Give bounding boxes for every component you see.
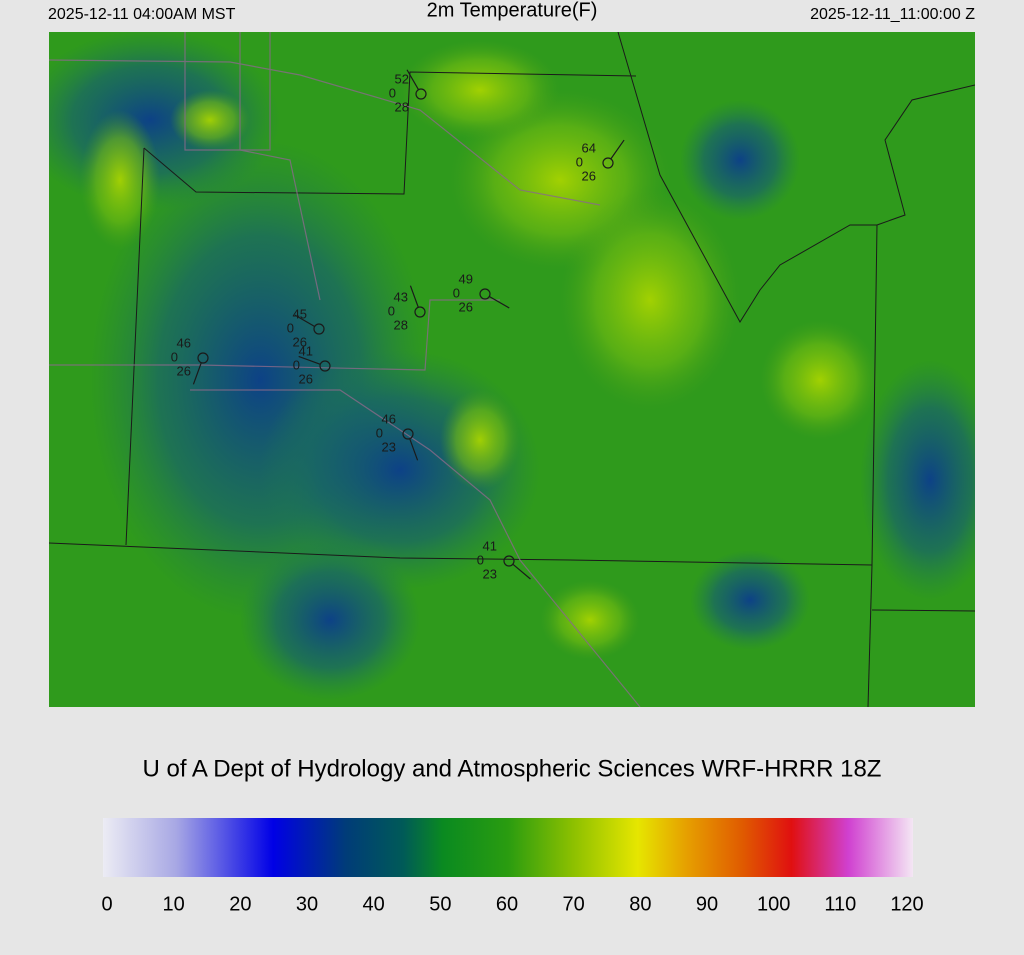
station-wind: 0 [477, 552, 484, 567]
station-wind: 0 [376, 425, 383, 440]
station-temperature: 46 [382, 411, 396, 426]
station-circle [415, 88, 427, 100]
station-circle [197, 352, 209, 364]
station-wind: 0 [576, 154, 583, 169]
station-circle [503, 555, 515, 567]
station-dewpoint: 28 [395, 99, 409, 114]
colorbar-tick-label: 120 [890, 893, 923, 915]
station-wind: 0 [388, 303, 395, 318]
station-circle [414, 306, 426, 318]
station-temperature: 46 [177, 335, 191, 350]
colorbar-tick-label: 40 [363, 893, 385, 915]
wind-barb [192, 362, 202, 385]
station-dewpoint: 26 [459, 299, 473, 314]
station-temperature: 52 [395, 71, 409, 86]
station-temperature: 45 [293, 306, 307, 321]
colorbar-tick-label: 60 [496, 893, 518, 915]
map-area [49, 32, 975, 707]
station-wind: 0 [453, 285, 460, 300]
colorbar [103, 818, 913, 877]
station-circle [402, 428, 414, 440]
wind-barb [512, 563, 531, 580]
station-temperature: 64 [582, 140, 596, 155]
colorbar-tick-label: 100 [757, 893, 790, 915]
wind-barb [298, 355, 321, 365]
wind-barb [294, 314, 315, 328]
station-temperature: 43 [394, 289, 408, 304]
colorbar-tick-label: 90 [696, 893, 718, 915]
station-dewpoint: 26 [582, 168, 596, 183]
wind-barb [610, 139, 625, 160]
station-temperature: 41 [483, 538, 497, 553]
wind-barb [409, 438, 419, 461]
station-circle [319, 360, 331, 372]
colorbar-tick-label: 50 [429, 893, 451, 915]
station-wind: 0 [287, 320, 294, 335]
station-dewpoint: 23 [382, 439, 396, 454]
station-circle [602, 157, 614, 169]
valid-local-time: 2025-12-11 04:00AM MST [48, 6, 236, 23]
station-circle [479, 288, 491, 300]
footer-credit: U of A Dept of Hydrology and Atmospheric… [143, 755, 882, 782]
station-dewpoint: 26 [299, 371, 313, 386]
station-temperature: 49 [459, 271, 473, 286]
colorbar-ticks: 0 10 20 30 40 50 60 70 80 90 100 110 120 [101, 893, 923, 915]
station-dewpoint: 28 [394, 317, 408, 332]
station-dewpoint: 23 [483, 566, 497, 581]
station-wind: 0 [293, 357, 300, 372]
station-wind: 0 [389, 85, 396, 100]
wind-barb [489, 295, 510, 309]
map-title: 2m Temperature(F) [427, 0, 598, 21]
colorbar-tick-label: 80 [629, 893, 651, 915]
colorbar-tick-label: 20 [229, 893, 251, 915]
valid-utc-time: 2025-12-11_11:00:00 Z [810, 6, 975, 23]
wind-barb [406, 69, 420, 90]
colorbar-tick-label: 30 [296, 893, 318, 915]
station-plots: 5202864026490264302845026410264602646023… [171, 69, 625, 581]
wind-barb [409, 285, 419, 308]
station-dewpoint: 26 [177, 363, 191, 378]
station-temperature: 41 [299, 343, 313, 358]
colorbar-tick-label: 0 [101, 893, 112, 915]
colorbar-tick-label: 10 [163, 893, 185, 915]
station-wind: 0 [171, 349, 178, 364]
colorbar-tick-label: 70 [563, 893, 585, 915]
station-circle [313, 323, 325, 335]
colorbar-tick-label: 110 [824, 893, 856, 915]
station-dewpoint: 26 [293, 334, 307, 349]
